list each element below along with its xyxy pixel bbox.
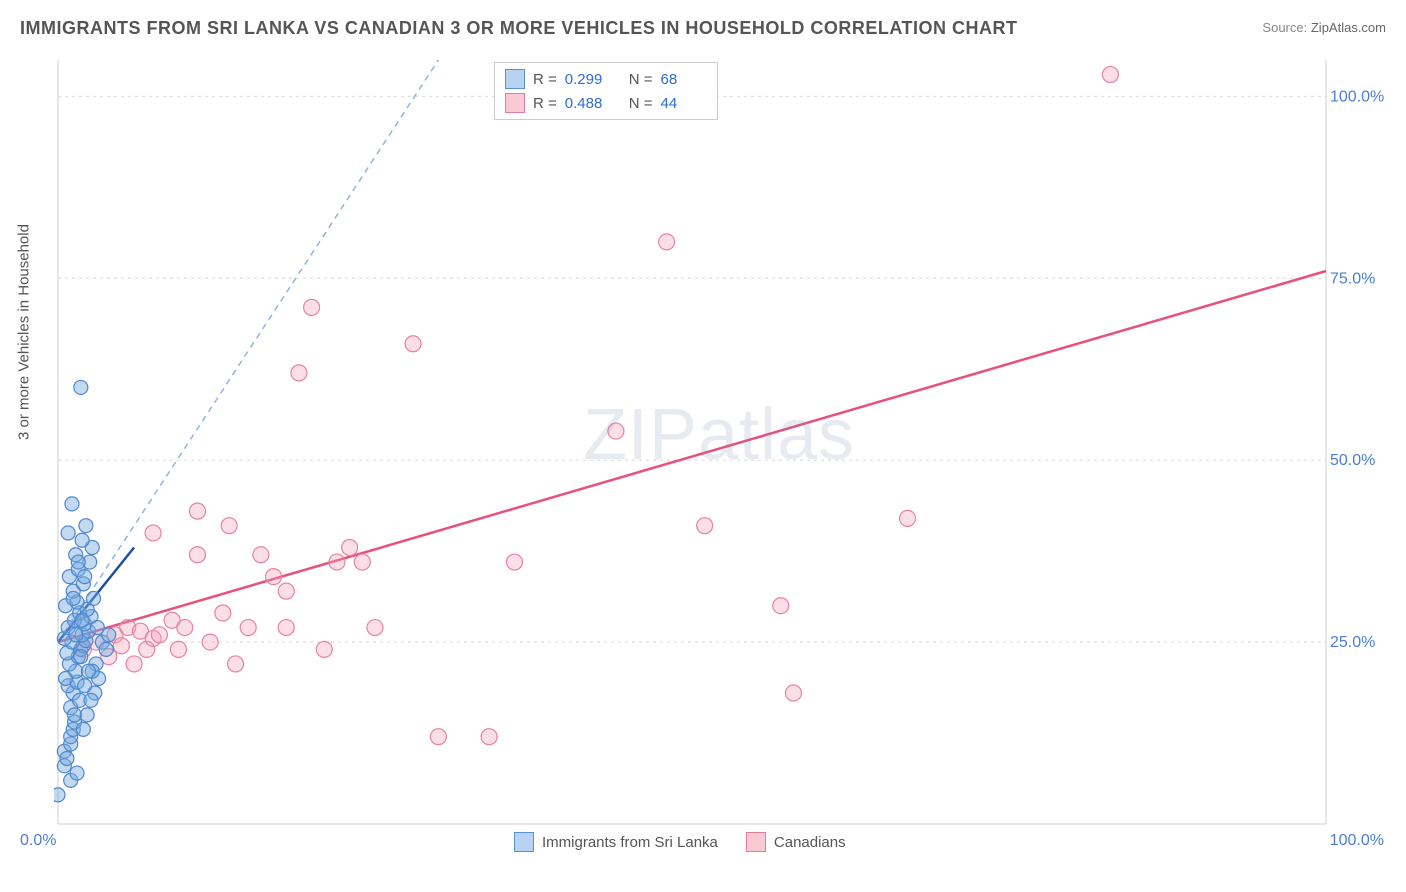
plot-area: 25.0%50.0%75.0%100.0% ZIPatlas R =0.299N…	[54, 56, 1384, 846]
legend-swatch	[505, 93, 525, 113]
svg-text:100.0%: 100.0%	[1330, 88, 1384, 105]
correlation-legend: R = 0.299 N = 68 R = 0.488 N = 44	[494, 62, 718, 120]
n-value: 44	[661, 95, 707, 112]
svg-text:75.0%: 75.0%	[1330, 270, 1375, 287]
legend-label: Canadians	[774, 834, 846, 851]
source-label: Source: ZipAtlas.com	[1262, 20, 1386, 35]
r-value: 0.488	[565, 95, 611, 112]
legend-label: Immigrants from Sri Lanka	[542, 834, 718, 851]
legend-swatch	[505, 69, 525, 89]
legend-swatch	[746, 832, 766, 852]
r-label: R =	[533, 95, 557, 112]
series-legend: Immigrants from Sri Lanka Canadians	[514, 832, 846, 852]
source-prefix: Source:	[1262, 20, 1307, 35]
legend-swatch	[514, 832, 534, 852]
n-value: 68	[661, 71, 707, 88]
n-label: N =	[629, 71, 653, 88]
legend-item: Immigrants from Sri Lanka	[514, 832, 718, 852]
legend-row: R = 0.488 N = 44	[505, 91, 707, 115]
r-value: 0.299	[565, 71, 611, 88]
scatter-chart: 25.0% 50.0% 75.0% 100.0%	[54, 56, 1384, 846]
svg-text:25.0%: 25.0%	[1330, 634, 1375, 651]
legend-row: R = 0.299 N = 68	[505, 67, 707, 91]
n-label: N =	[629, 95, 653, 112]
source-name: ZipAtlas.com	[1311, 20, 1386, 35]
chart-title: IMMIGRANTS FROM SRI LANKA VS CANADIAN 3 …	[20, 18, 1018, 39]
svg-text:50.0%: 50.0%	[1330, 452, 1375, 469]
r-label: R =	[533, 71, 557, 88]
x-axis-tick-left: 0.0%	[20, 832, 56, 850]
legend-item: Canadians	[746, 832, 846, 852]
x-axis-tick-right: 100.0%	[1330, 832, 1384, 850]
y-axis-label: 3 or more Vehicles in Household	[16, 224, 33, 440]
